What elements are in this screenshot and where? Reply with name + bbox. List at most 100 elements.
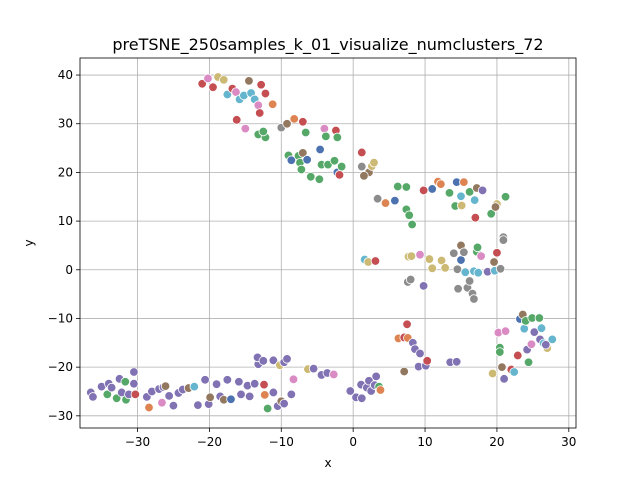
data-point — [459, 177, 469, 187]
data-point — [513, 350, 523, 361]
chart-title: preTSNE_250samples_k_01_visualize_numclu… — [112, 35, 543, 55]
data-point — [329, 156, 340, 166]
data-point — [244, 391, 255, 402]
data-point — [189, 381, 199, 392]
data-point — [321, 131, 331, 142]
data-point — [399, 366, 409, 377]
data-point — [197, 79, 207, 89]
data-point — [357, 147, 367, 158]
data-point — [286, 155, 297, 165]
data-point — [536, 323, 547, 333]
data-point — [470, 212, 481, 223]
data-point — [296, 164, 307, 175]
y-tick-label: 0 — [65, 263, 73, 277]
data-point — [380, 198, 391, 208]
data-point — [436, 179, 446, 189]
data-point — [288, 374, 299, 385]
data-point — [526, 339, 537, 349]
data-point — [495, 347, 505, 357]
data-point — [302, 155, 312, 165]
data-point — [315, 144, 325, 155]
data-point — [369, 157, 379, 168]
data-point — [357, 161, 367, 172]
data-point — [289, 114, 299, 124]
data-point — [259, 379, 269, 390]
data-point — [301, 127, 311, 138]
data-point — [469, 195, 480, 205]
data-point — [234, 377, 244, 387]
data-point — [258, 126, 269, 137]
x-tick-label: 10 — [417, 435, 432, 449]
data-point — [547, 334, 557, 345]
data-point — [469, 294, 479, 304]
data-point — [236, 389, 246, 400]
data-point — [519, 323, 529, 334]
data-point — [415, 249, 425, 260]
data-point — [262, 403, 273, 414]
data-point — [332, 132, 343, 143]
data-point — [402, 319, 412, 330]
data-point — [406, 251, 417, 261]
data-point — [268, 355, 279, 366]
data-point — [256, 80, 266, 90]
data-point — [282, 354, 292, 364]
data-point — [375, 385, 386, 395]
data-point — [393, 181, 403, 192]
data-point — [200, 375, 210, 385]
data-point — [319, 123, 330, 134]
data-point — [334, 170, 345, 180]
data-point — [497, 362, 507, 372]
data-point — [129, 367, 139, 377]
data-point — [456, 191, 466, 201]
data-point — [232, 115, 242, 125]
x-tick-label: −20 — [197, 435, 222, 449]
data-point — [401, 182, 412, 192]
data-point — [418, 185, 429, 196]
data-point — [415, 348, 425, 359]
data-point — [422, 356, 432, 366]
x-tick-label: −10 — [269, 435, 294, 449]
data-point — [282, 119, 292, 129]
data-point — [464, 276, 475, 286]
data-point — [477, 185, 488, 196]
x-tick-label: 0 — [349, 435, 357, 449]
y-tick-label: −30 — [48, 409, 73, 423]
data-point — [211, 379, 222, 389]
data-point — [336, 161, 347, 172]
data-point — [449, 248, 459, 258]
y-tick-label: 20 — [58, 165, 73, 179]
data-point — [120, 377, 130, 387]
x-tick-label: −30 — [125, 435, 150, 449]
data-point — [244, 76, 254, 86]
data-point — [499, 374, 509, 384]
data-point — [164, 391, 174, 401]
y-tick-label: 10 — [58, 214, 73, 228]
x-tick-label: 20 — [489, 435, 504, 449]
data-point — [268, 387, 279, 398]
y-tick-label: 40 — [58, 68, 73, 82]
data-point — [490, 202, 501, 212]
data-point — [487, 368, 498, 379]
x-axis-label: x — [324, 456, 331, 470]
data-point — [460, 267, 470, 277]
data-point — [541, 340, 551, 350]
data-point — [372, 193, 383, 204]
data-point — [106, 382, 117, 393]
data-point — [298, 117, 308, 127]
data-point — [404, 210, 414, 220]
data-point — [529, 327, 540, 337]
data-point — [286, 389, 297, 400]
data-point — [160, 381, 171, 391]
y-tick-label: −20 — [48, 360, 73, 374]
data-point — [130, 389, 141, 400]
data-point — [456, 255, 466, 265]
data-point — [407, 219, 417, 230]
data-point — [427, 263, 437, 274]
data-point — [226, 394, 236, 404]
data-point — [314, 174, 325, 184]
data-point — [267, 99, 278, 109]
data-point — [168, 400, 179, 411]
data-point — [495, 264, 506, 274]
data-point — [451, 357, 462, 367]
